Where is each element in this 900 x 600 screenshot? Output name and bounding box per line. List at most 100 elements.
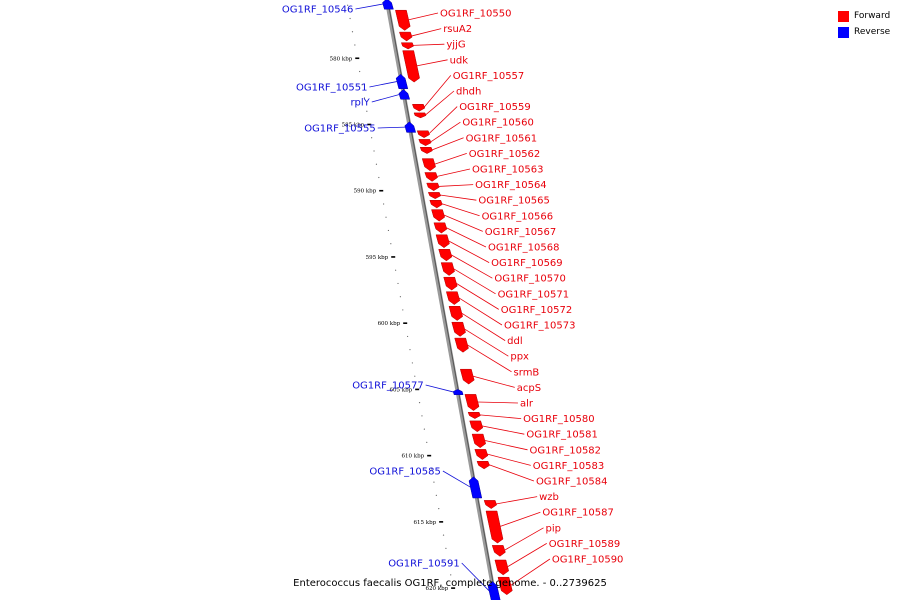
label-acpS: acpS [517,383,541,394]
leader-pip [504,527,544,551]
leader-ppx [464,328,509,357]
leader-OG1RF_10551 [369,81,398,88]
minor-tick [438,508,440,510]
gene-arrow-OG1RF_10589 [494,559,509,576]
minor-tick [351,31,354,33]
tick-label: 615 kbp [414,520,437,526]
gene-arrow-OG1RF_10546 [382,0,394,10]
gene-arrow-OG1RF_10584 [476,461,490,470]
minor-tick [421,415,423,417]
leader-OG1RF_10571 [453,268,496,295]
label-OG1RF_10577: OG1RF_10577 [352,381,424,392]
tick-label: 600 kbp [378,321,401,327]
gene-arrow-OG1RF_10559 [416,130,430,138]
label-OG1RF_10565: OG1RF_10565 [478,196,549,207]
leader-OG1RF_10559 [428,106,458,135]
minor-tick [359,70,361,73]
gene-arrow-OG1RF_10568 [433,222,448,234]
leader-OG1RF_10560 [430,121,461,143]
gene-arrow-udk [402,50,420,83]
label-rplY: rplY [350,98,370,109]
gene-arrow-OG1RF_10566 [429,200,443,209]
gene-arrow-OG1RF_10561 [419,147,433,154]
minor-tick [399,296,402,298]
minor-tick [430,468,433,470]
minor-tick [414,375,416,377]
leader-OG1RF_10569 [448,240,490,263]
minor-tick [423,428,425,430]
leader-ddl [461,312,506,341]
leader-OG1RF_10568 [445,227,487,248]
tick-label: 585 kbp [342,122,365,128]
minor-tick [397,282,399,285]
label-OG1RF_10570: OG1RF_10570 [494,274,565,285]
leader-OG1RF_10561 [431,137,464,151]
forward-swatch [838,10,849,22]
reverse-genes [382,0,501,600]
leader-OG1RF_10563 [436,168,471,177]
label-OG1RF_10557: OG1RF_10557 [453,71,525,82]
gene-arrow-OG1RF_10582 [471,433,486,449]
minor-tick [426,441,428,443]
minor-tick [402,309,404,311]
minor-tick [409,349,411,351]
leader-OG1RF_10577 [425,384,454,393]
gene-arrow-alr [464,394,480,411]
label-yjjG: yjjG [446,40,465,51]
tick-label: 580 kbp [330,56,353,62]
minor-tick [411,362,413,364]
label-leaders [355,3,551,592]
label-ppx: ppx [510,352,529,363]
minor-tick [349,17,351,20]
leader-alr [477,401,518,404]
label-OG1RF_10562: OG1RF_10562 [469,149,540,160]
gene-arrow-OG1RF_10581 [469,420,484,433]
leader-rsuA2 [411,28,442,37]
label-dhdh: dhdh [456,87,481,98]
minor-tick [361,84,363,86]
leader-OG1RF_10570 [450,254,493,279]
gene-arrow-OG1RF_10563 [424,172,438,182]
leader-srmB [466,344,512,373]
gene-arrow-OG1RF_10550 [395,9,411,31]
label-OG1RF_10567: OG1RF_10567 [485,227,556,238]
minor-tick [447,561,449,563]
leader-OG1RF_10581 [481,425,525,435]
minor-tick [390,243,392,245]
minor-tick [445,547,447,549]
leader-OG1RF_10583 [486,453,531,466]
minor-tick [347,4,349,6]
gene-arrow-OG1RF_10564 [426,182,440,191]
label-srmB: srmB [514,367,540,378]
legend-reverse-label: Reverse [854,27,891,37]
gene-arrow-srmB [454,337,469,353]
minor-tick [435,494,437,496]
label-OG1RF_10568: OG1RF_10568 [488,243,559,254]
label-OG1RF_10585: OG1RF_10585 [369,467,441,478]
legend-forward-label: Forward [854,11,891,21]
minor-tick [371,137,373,139]
leader-yjjG [412,43,445,46]
leader-OG1RF_10564 [438,184,474,187]
label-OG1RF_10551: OG1RF_10551 [296,83,368,94]
gene-arrow-OG1RF_10590 [497,576,513,596]
leader-OG1RF_10590 [510,558,551,586]
gene-arrow-dhdh [413,112,427,119]
leader-OG1RF_10584 [488,464,535,482]
label-ddl: ddl [507,336,522,347]
leader-OG1RF_10550 [408,12,439,21]
gene-arrow-pip [491,545,506,557]
label-OG1RF_10582: OG1RF_10582 [530,445,602,456]
gene-arrow-OG1RF_10565 [427,192,442,199]
leader-OG1RF_10589 [507,543,547,568]
minor-tick [363,97,366,99]
leader-OG1RF_10587 [499,511,541,527]
label-pip: pip [546,523,561,534]
leader-acpS [472,375,515,388]
minor-tick [418,402,421,404]
gene-arrow-ppx [451,321,466,337]
label-OG1RF_10560: OG1RF_10560 [462,118,534,129]
